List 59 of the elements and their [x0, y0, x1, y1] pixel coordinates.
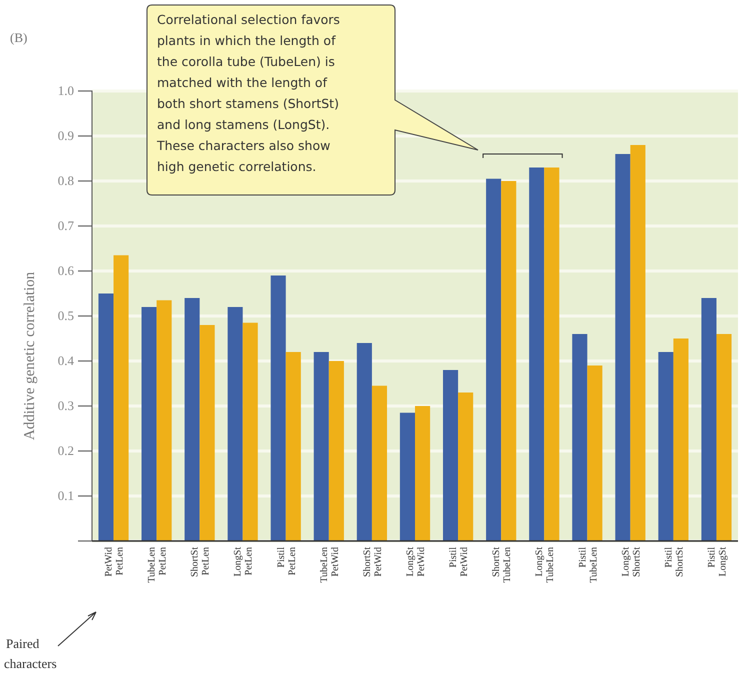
x-tick-label: LongSt ShortSt [620, 546, 642, 578]
x-tick-label: Pistil LongSt [706, 546, 728, 576]
y-tick-label: 0.6 [58, 263, 74, 278]
y-tick-label: 0.2 [58, 443, 74, 458]
bar [400, 412, 415, 541]
x-tick-label: TubeLen PetLen [146, 547, 169, 583]
x-tick-label: TubeLen PetWid [318, 547, 341, 583]
x-tick-label: LongSt PetLen [232, 546, 255, 576]
bar [486, 178, 502, 541]
bar [328, 361, 344, 541]
bar [658, 352, 674, 541]
x-tick-label: Pistil TubeLen [577, 546, 600, 583]
x-tick-label: Pistil PetWid [448, 546, 470, 577]
y-tick-label: 0.3 [58, 398, 74, 414]
bar [270, 276, 286, 541]
bar [501, 181, 516, 541]
x-tick-label: ShortSt PetWid [362, 546, 384, 578]
bar [242, 322, 258, 541]
y-tick-label: 0.7 [58, 218, 74, 234]
y-axis-title: Additive genetic correlation [22, 271, 38, 440]
annotation: Correlational selection favors plants in which the length of the corolla tube (TubeLen) is matched with the length of both short stamens (ShortSt) and long stamens (LongSt). These characters also show high genetic correlations. [156, 12, 340, 174]
bar [228, 307, 243, 541]
x-tick-label: Pistil PetLen [276, 546, 298, 576]
x-tick-label: LongSt TubeLen [534, 546, 556, 583]
y-tick-label: 0.5 [58, 308, 74, 324]
y-tick-label: 1.0 [58, 83, 74, 98]
bar [114, 255, 129, 541]
bar [98, 294, 114, 541]
y-tick-label: 0.8 [58, 173, 74, 188]
bar [286, 352, 301, 541]
bar [372, 386, 388, 541]
text: Paired characters [4, 636, 57, 671]
bar [544, 168, 560, 541]
bar [184, 298, 200, 541]
bar [529, 168, 544, 541]
bar [630, 145, 646, 541]
y-tick-label: 0.9 [58, 128, 74, 144]
x-tick-label: ShortSt TubeLen [491, 546, 514, 583]
bar [356, 343, 372, 541]
bar [200, 325, 215, 541]
bar [673, 338, 688, 541]
x-tick-label: PetWid PetLen [104, 547, 126, 577]
bar [442, 370, 458, 541]
bar [458, 392, 474, 541]
bar [142, 307, 157, 541]
bar [615, 154, 630, 541]
chart-title: (B) [10, 30, 28, 45]
bar [701, 298, 716, 541]
bar [587, 366, 602, 541]
bar [415, 406, 430, 541]
x-tick-label: ShortSt PetLen [190, 546, 212, 578]
bar [572, 334, 588, 541]
bar [314, 352, 329, 541]
bar [156, 300, 172, 541]
y-tick-label: 0.4 [58, 353, 74, 368]
y-tick-label: 0.1 [58, 488, 74, 504]
x-tick-label: LongSt PetWid [405, 546, 427, 577]
x-tick-label: Pistil ShortSt [663, 546, 686, 578]
bar [716, 334, 732, 541]
